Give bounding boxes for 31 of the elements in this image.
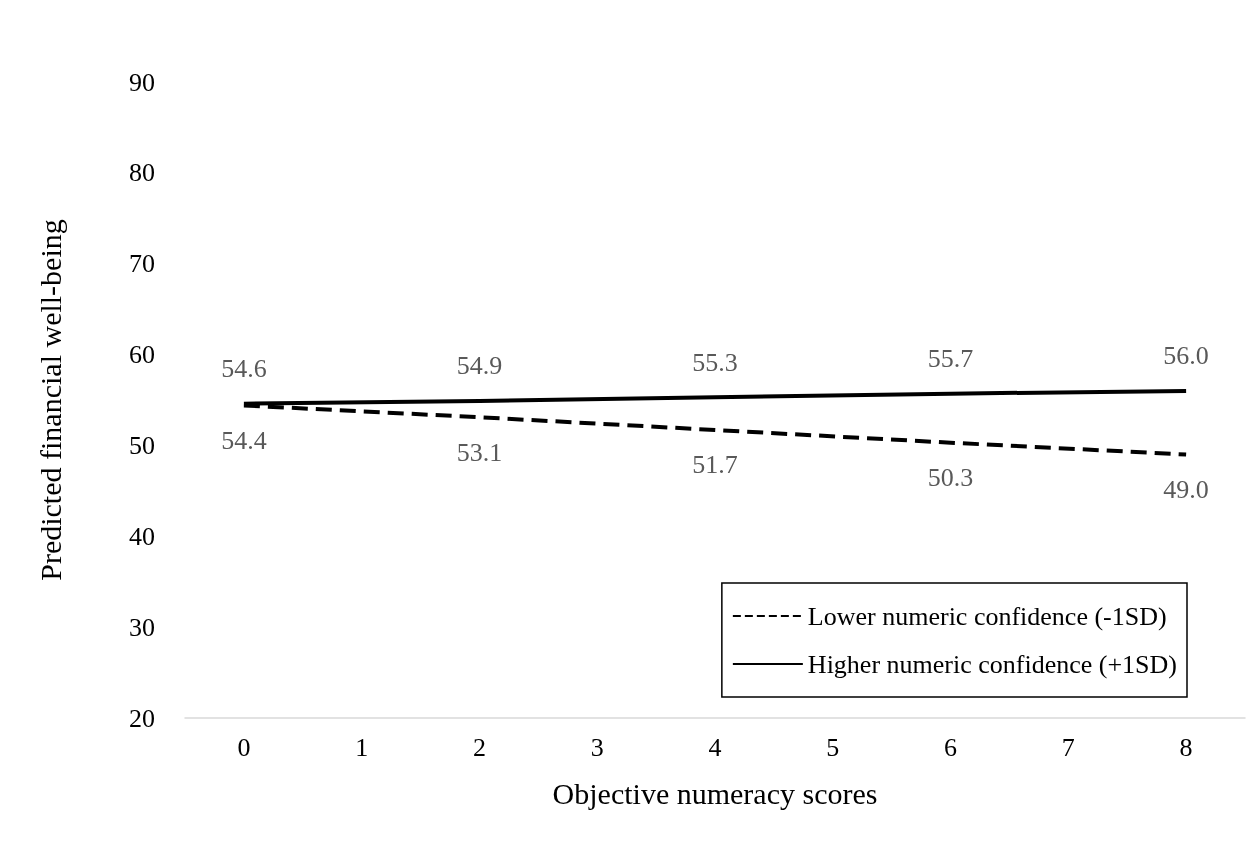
y-tick-label: 20 — [129, 703, 155, 733]
data-label: 54.6 — [221, 354, 267, 384]
data-label: 53.1 — [456, 437, 503, 467]
y-tick-label: 80 — [129, 158, 155, 188]
y-tick-label: 70 — [129, 249, 155, 279]
legend-label: Lower numeric confidence (-1SD) — [807, 601, 1167, 631]
data-label: 50.3 — [927, 463, 974, 493]
y-tick-label: 50 — [129, 430, 155, 460]
x-tick-label: 5 — [826, 732, 840, 762]
legend-label: Higher numeric confidence (+1SD) — [807, 649, 1178, 679]
x-tick-label: 6 — [944, 732, 958, 762]
x-tick-label: 1 — [355, 732, 369, 762]
x-tick-label: 4 — [708, 732, 722, 762]
data-label: 49.0 — [1163, 475, 1209, 505]
y-tick-label: 30 — [129, 612, 155, 642]
y-tick-label: 40 — [129, 521, 155, 551]
y-tick-label: 90 — [129, 67, 155, 97]
data-label: 55.7 — [927, 344, 974, 374]
data-label: 56.0 — [1163, 341, 1209, 371]
data-label: 55.3 — [692, 347, 738, 377]
x-axis-title: Objective numeracy scores — [552, 776, 878, 810]
x-tick-label: 2 — [472, 732, 486, 762]
x-tick-label: 3 — [590, 732, 604, 762]
data-label: 54.4 — [221, 425, 267, 455]
data-label: 54.9 — [456, 351, 503, 381]
x-tick-label: 8 — [1179, 732, 1193, 762]
x-tick-label: 0 — [237, 732, 251, 762]
y-axis-title: Predicted financial well-being — [33, 219, 67, 581]
x-tick-label: 7 — [1061, 732, 1075, 762]
data-label: 51.7 — [692, 450, 738, 480]
y-tick-label: 60 — [129, 340, 155, 370]
